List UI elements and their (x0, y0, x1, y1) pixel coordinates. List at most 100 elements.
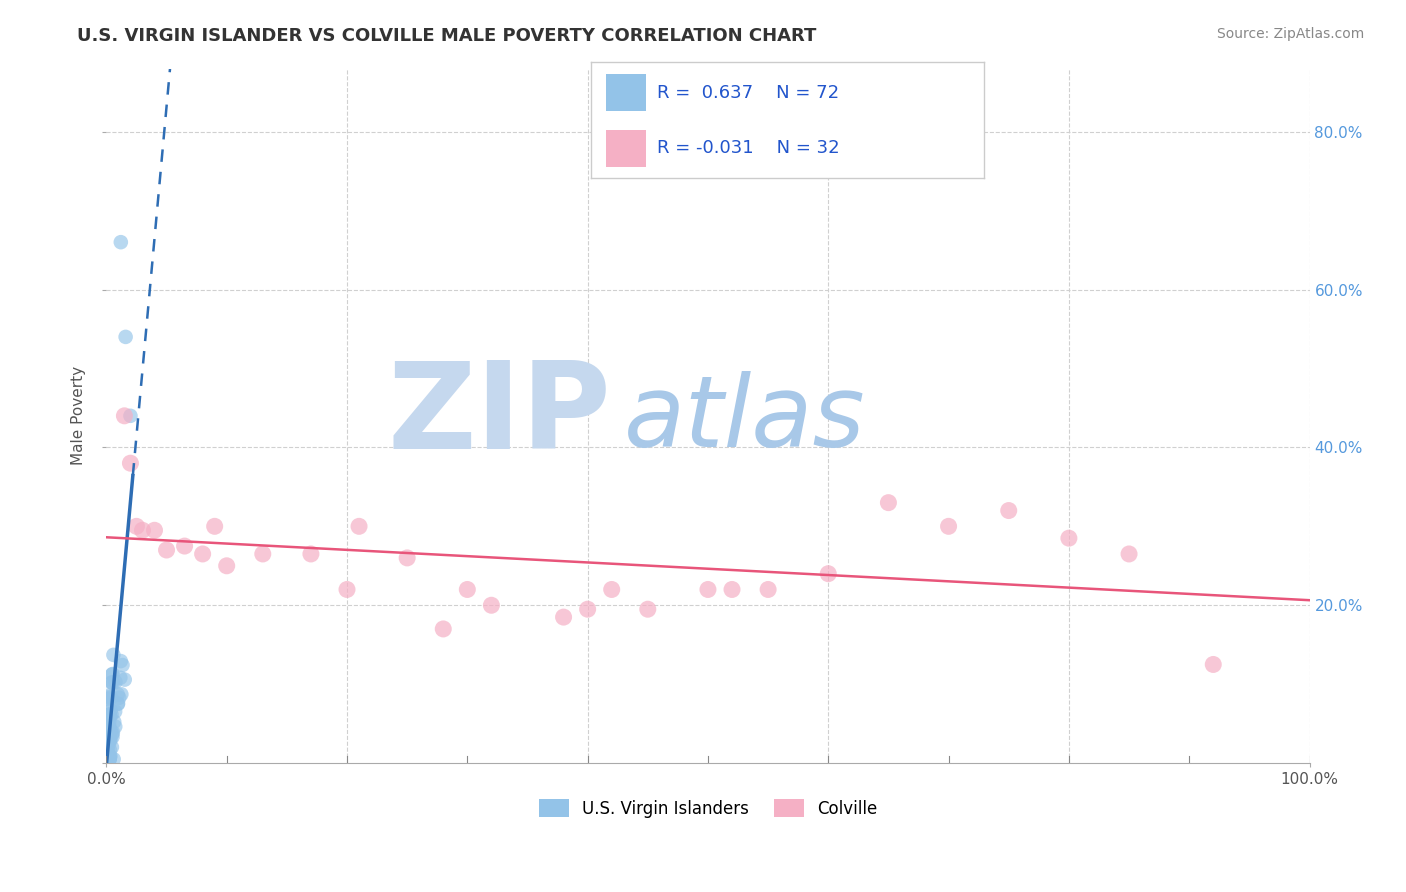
Point (336, 582, 359, 597)
Point (98, 752, 121, 766)
Point (108, 690, 131, 705)
Point (96, 752, 118, 766)
Point (756, 582, 779, 597)
Point (96, 732, 118, 747)
Point (173, 539, 195, 553)
Point (96, 698, 118, 712)
Point (101, 730, 124, 744)
Point (125, 519, 148, 533)
Point (697, 582, 720, 597)
Point (100, 732, 122, 747)
Point (131, 523, 153, 537)
Point (98, 752, 121, 766)
Point (96, 752, 118, 766)
Bar (606, 129, 645, 167)
Point (97, 749, 120, 764)
Point (97, 721, 120, 735)
Point (96, 737, 118, 751)
Point (877, 496, 900, 510)
Point (97, 727, 120, 741)
Point (600, 582, 623, 597)
Point (100, 675, 122, 690)
Point (96, 726, 118, 740)
Point (97, 723, 120, 738)
Text: R = -0.031    N = 32: R = -0.031 N = 32 (658, 139, 839, 157)
Point (299, 547, 322, 561)
Point (98, 709, 121, 723)
Point (1118, 547, 1140, 561)
Point (98, 731, 121, 746)
Point (103, 714, 125, 729)
Point (100, 703, 122, 717)
Point (110, 671, 132, 685)
Point (396, 550, 419, 565)
Point (98, 749, 121, 764)
Point (1202, 657, 1225, 672)
Point (347, 519, 370, 533)
Point (107, 697, 129, 711)
Point (101, 675, 124, 690)
Point (104, 705, 127, 719)
Point (98, 714, 121, 729)
Point (110, 687, 132, 701)
Text: ZIP: ZIP (388, 358, 612, 475)
Point (101, 725, 124, 739)
Point (98, 752, 121, 766)
Point (103, 752, 125, 766)
Point (111, 658, 134, 673)
Point (98, 749, 121, 764)
Point (100, 690, 122, 705)
Point (96, 752, 118, 766)
Point (721, 582, 744, 597)
Text: Source: ZipAtlas.com: Source: ZipAtlas.com (1216, 27, 1364, 41)
Point (191, 547, 214, 561)
Point (97, 713, 120, 727)
Point (110, 654, 132, 668)
Point (553, 610, 575, 624)
Point (100, 707, 122, 722)
Point (96, 747, 118, 762)
Point (97, 752, 120, 766)
Point (98, 721, 121, 735)
Point (104, 720, 127, 734)
Point (817, 566, 839, 581)
Point (104, 675, 127, 690)
Point (114, 330, 136, 344)
Point (938, 519, 960, 533)
Point (107, 697, 129, 711)
Point (1057, 531, 1080, 545)
Point (101, 676, 124, 690)
Point (98, 743, 121, 757)
Point (100, 724, 122, 739)
Point (97, 752, 120, 766)
Point (98, 707, 121, 722)
Point (112, 409, 135, 423)
Point (96, 720, 118, 734)
Point (96, 721, 118, 735)
Point (98, 707, 121, 722)
Point (97, 742, 120, 756)
Point (456, 582, 478, 597)
Point (97, 690, 120, 704)
Point (97, 747, 120, 761)
Point (432, 622, 454, 636)
Text: U.S. VIRGIN ISLANDER VS COLVILLE MALE POVERTY CORRELATION CHART: U.S. VIRGIN ISLANDER VS COLVILLE MALE PO… (77, 27, 817, 45)
Point (96, 689, 118, 703)
Bar (606, 74, 645, 112)
Point (155, 543, 177, 558)
Legend: U.S. Virgin Islanders, Colville: U.S. Virgin Islanders, Colville (531, 793, 884, 824)
Point (103, 648, 125, 662)
Point (997, 503, 1019, 517)
Point (97, 729, 120, 743)
Point (98, 729, 121, 743)
Point (252, 547, 274, 561)
Point (98, 733, 121, 747)
Text: atlas: atlas (624, 371, 865, 467)
Point (120, 409, 142, 423)
Point (98, 709, 121, 723)
Point (120, 456, 142, 470)
Point (107, 687, 129, 701)
Point (204, 519, 226, 533)
Point (143, 523, 166, 537)
Point (101, 727, 124, 741)
